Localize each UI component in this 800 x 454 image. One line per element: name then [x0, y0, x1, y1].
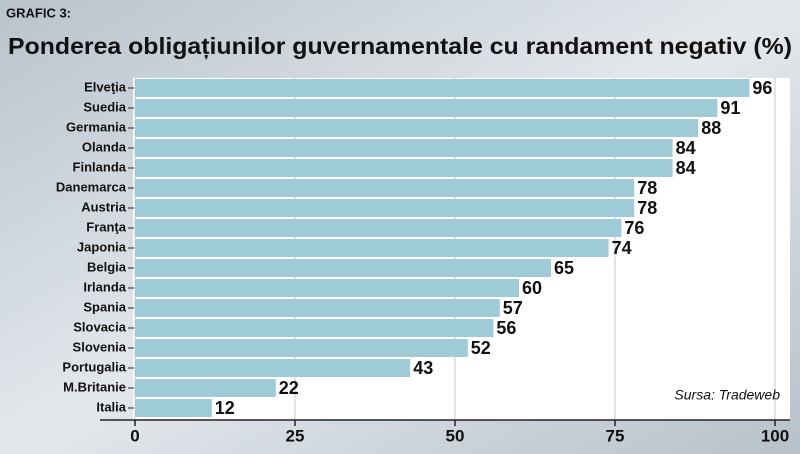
y-tick-label: Finlanda: [73, 159, 127, 174]
bar: [135, 179, 635, 197]
y-tick-label: Germania: [66, 119, 127, 134]
chart-label: GRAFIC 3:: [6, 5, 71, 20]
y-tick-label: Japonia: [77, 239, 127, 254]
value-label: 76: [624, 218, 644, 238]
x-tick-label: 75: [606, 426, 625, 445]
x-tick-label: 0: [130, 426, 139, 445]
value-label: 84: [676, 138, 696, 158]
y-tick-label: Belgia: [87, 259, 127, 274]
y-tick-label: Irlanda: [83, 279, 126, 294]
bar: [135, 159, 673, 177]
bar: [135, 239, 609, 257]
value-label: 56: [496, 318, 516, 338]
bar: [135, 299, 500, 317]
value-label: 60: [522, 278, 542, 298]
value-label: 74: [612, 238, 632, 258]
value-label: 91: [720, 98, 740, 118]
y-tick-label: Slovacia: [73, 319, 127, 334]
y-tick-label: Danemarca: [56, 179, 127, 194]
y-tick-label: M.Britanie: [63, 379, 126, 394]
bar: [135, 199, 635, 217]
bar: [135, 139, 673, 157]
value-label: 43: [413, 358, 433, 378]
y-tick-label: Suedia: [83, 99, 126, 114]
bar: [135, 99, 718, 117]
value-label: 88: [701, 118, 721, 138]
value-label: 84: [676, 158, 696, 178]
y-tick-label: Spania: [83, 299, 126, 314]
value-label: 78: [637, 178, 657, 198]
bar: [135, 79, 750, 97]
value-label: 12: [215, 398, 235, 418]
value-label: 22: [279, 378, 299, 398]
bar: [135, 119, 699, 137]
value-label: 78: [637, 198, 657, 218]
y-tick-label: Portugalia: [62, 359, 126, 374]
y-tick-label: Slovenia: [73, 339, 127, 354]
bar: [135, 259, 551, 277]
bar: [135, 359, 411, 377]
value-label: 65: [554, 258, 574, 278]
bar: [135, 339, 468, 357]
y-tick-label: Olanda: [82, 139, 127, 154]
bar: [135, 319, 494, 337]
y-tick-label: Austria: [81, 199, 127, 214]
y-tick-label: Italia: [96, 399, 126, 414]
bar: [135, 399, 212, 417]
y-tick-label: Elveţia: [84, 79, 127, 94]
source-note: Sursa: Tradeweb: [674, 387, 780, 403]
value-label: 57: [503, 298, 523, 318]
x-tick-label: 25: [286, 426, 305, 445]
value-label: 96: [752, 78, 772, 98]
x-tick-label: 100: [761, 426, 789, 445]
bar: [135, 279, 519, 297]
y-tick-label: Franţa: [86, 219, 127, 234]
x-tick-label: 50: [446, 426, 465, 445]
bar: [135, 379, 276, 397]
value-label: 52: [471, 338, 491, 358]
chart-title: Ponderea obligațiunilor guvernamentale c…: [8, 33, 792, 60]
bar: [135, 219, 622, 237]
